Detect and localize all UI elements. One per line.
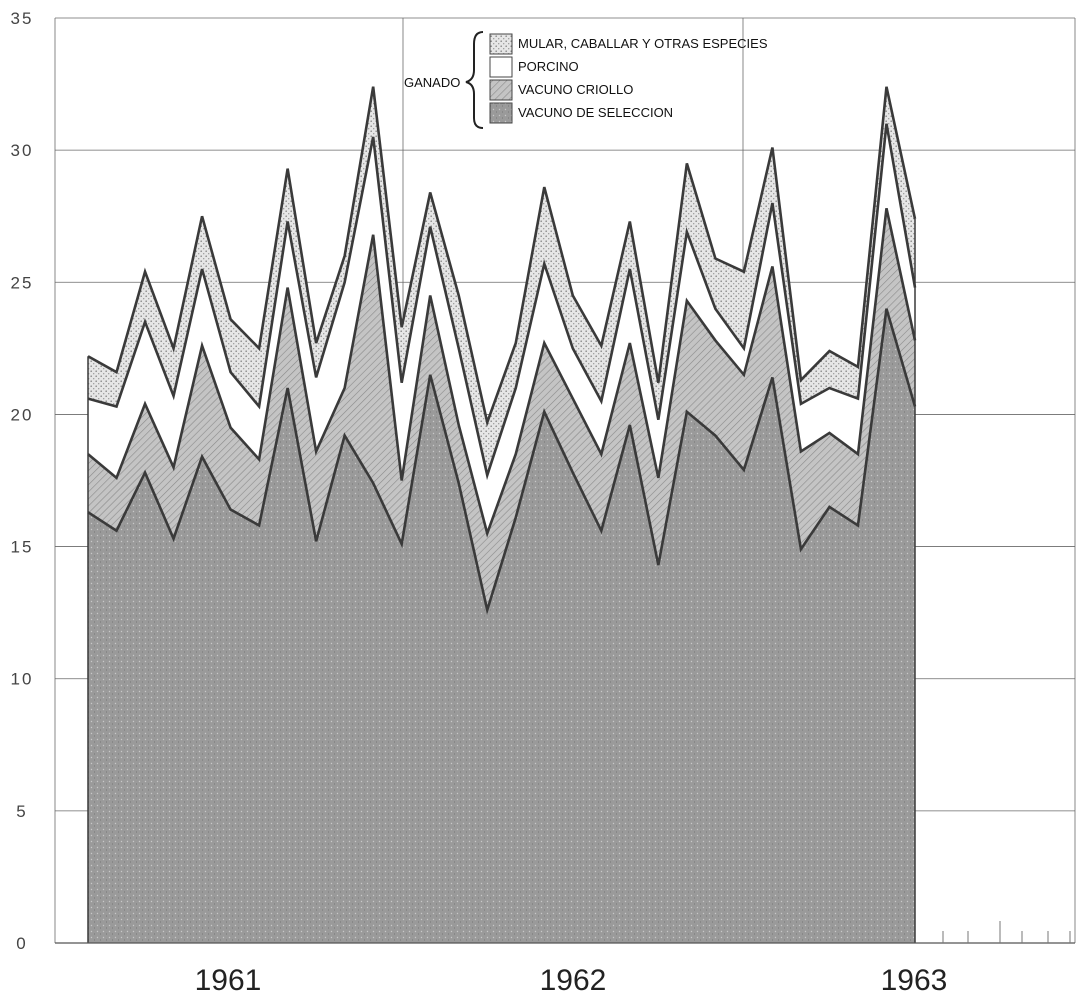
line-vacuno-de-seleccion — [87, 308, 917, 616]
legend-brace — [465, 31, 484, 129]
line-mular-caballar-y-otras-especies — [87, 86, 917, 428]
y-tick-label: 15 — [11, 538, 34, 557]
y-tick-label: 30 — [11, 141, 34, 160]
axes: 0 5 10 15 20 25 30 35 1961 1962 1963 — [11, 9, 1075, 997]
y-tick-label: 5 — [16, 802, 27, 821]
line-porcino — [87, 123, 917, 481]
x-year-label: 1961 — [195, 964, 262, 997]
legend-entry-label: PORCINO — [518, 59, 579, 74]
stacked-areas — [87, 86, 917, 944]
legend-swatch — [489, 79, 513, 101]
area-vacuno-de-seleccion — [88, 308, 915, 943]
y-tick-label: 35 — [11, 9, 34, 28]
y-tick-label: 20 — [11, 405, 34, 424]
legend-group-label: GANADO — [404, 75, 460, 90]
y-tick-label: 25 — [11, 273, 34, 292]
line-vacuno-criollo — [87, 208, 917, 538]
legend-entry-label: VACUNO DE SELECCION — [518, 105, 673, 120]
x-year-label: 1962 — [540, 964, 607, 997]
x-year-label: 1963 — [881, 964, 948, 997]
y-tick-label: 10 — [11, 670, 34, 689]
legend-swatch — [489, 56, 513, 78]
y-tick-label: 0 — [16, 934, 27, 953]
legend-swatch — [489, 102, 513, 124]
legend-entry-label: MULAR, CABALLAR Y OTRAS ESPECIES — [518, 36, 768, 51]
legend-entry-label: VACUNO CRIOLLO — [518, 82, 633, 97]
legend: GANADO MULAR, CABALLAR Y OTRAS ESPECIES PO… — [404, 31, 768, 129]
legend-swatch — [489, 33, 513, 55]
